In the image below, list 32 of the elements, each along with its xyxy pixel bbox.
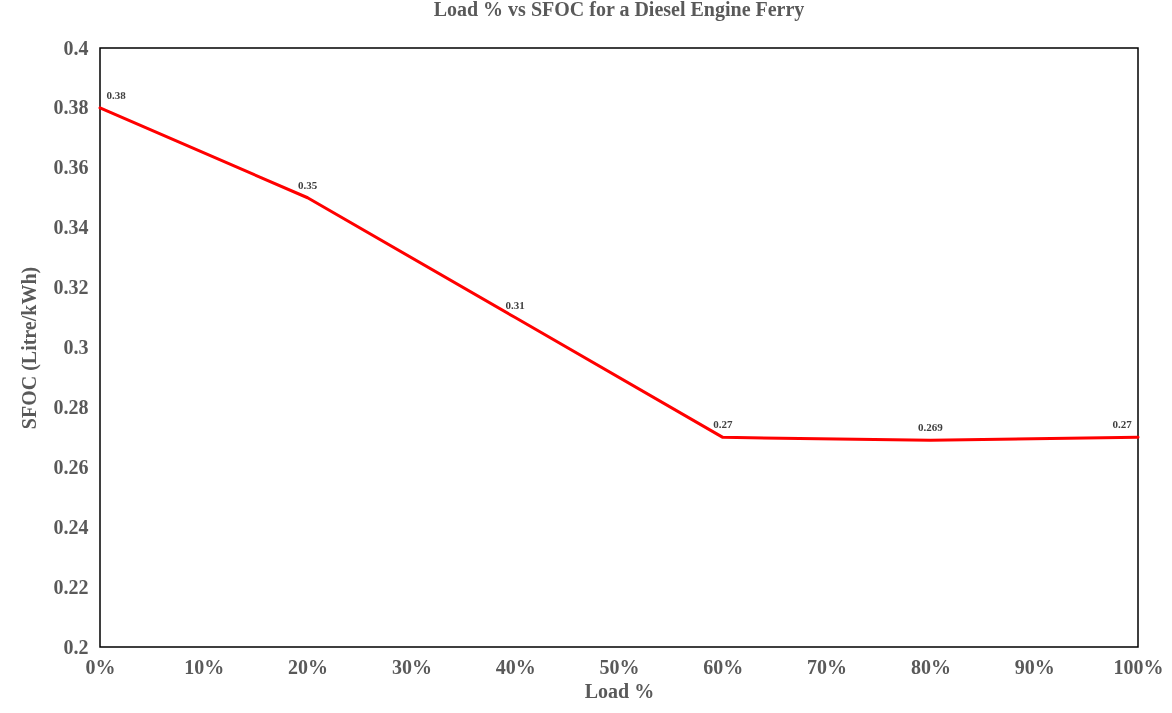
y-tick-label: 0.34 [53,216,89,239]
data-label: 0.38 [106,88,127,101]
x-tick-label: 80% [910,655,951,678]
data-label: 0.27 [1112,418,1133,431]
y-tick-label: 0.22 [53,575,89,598]
y-tick-label: 0.4 [63,36,89,59]
line-series [98,106,1140,442]
data-label: 0.31 [505,298,525,311]
chart-title: Load % vs SFOC for a Diesel Engine Ferry [433,0,805,21]
data-label: 0.35 [297,178,318,191]
x-tick-label: 0% [85,655,116,678]
x-tick-label: 50% [599,655,640,678]
y-tick-label: 0.28 [53,395,89,418]
x-tick-label: 90% [1014,655,1055,678]
x-tick-label: 70% [807,655,848,678]
x-axis-title: Load % [584,679,655,702]
y-axis-title: SFOC (Litre/kWh) [17,266,41,430]
y-tick-label: 0.38 [53,96,89,119]
x-tick-label: 100% [1113,655,1164,678]
data-label: 0.27 [713,418,733,431]
y-tick-label: 0.2 [63,635,89,658]
x-tick-label: 60% [703,655,744,678]
x-tick-label: 40% [495,655,536,678]
y-tick-label: 0.36 [53,156,89,179]
y-tick-label: 0.3 [63,336,89,358]
data-label: 0.269 [918,421,944,434]
x-tick-label: 20% [288,655,329,678]
x-tick-label: 30% [391,655,432,678]
x-tick-label: 10% [184,655,225,678]
y-tick-label: 0.24 [53,515,89,538]
y-tick-label: 0.32 [53,276,89,299]
y-tick-label: 0.26 [53,455,89,478]
